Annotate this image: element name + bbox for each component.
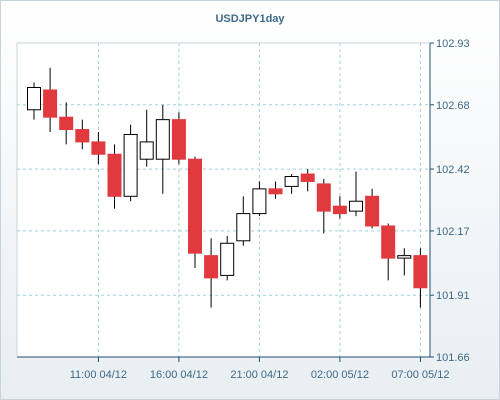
axes (16, 42, 434, 362)
plot-area (17, 43, 430, 357)
bull-candle (27, 87, 41, 111)
bear-candle (365, 195, 380, 227)
y-tick-labels: 102.93 102.68 102.42 102.17 101.91 101.66 (436, 38, 470, 364)
bear-candle (91, 141, 106, 155)
bull-candle (252, 188, 267, 215)
bear-candle (107, 153, 122, 197)
bear-candle (188, 158, 202, 254)
bear-candle (413, 255, 428, 289)
bear-candle (171, 119, 186, 160)
bear-candle (59, 116, 74, 131)
bull-candle (139, 141, 154, 160)
bear-candle (268, 188, 283, 195)
y-tick-label: 102.42 (436, 164, 470, 176)
bull-candle (123, 133, 138, 197)
bull-candle (220, 242, 235, 276)
bear-candle (381, 225, 396, 259)
bull-candle (349, 200, 363, 212)
bear-candle (43, 89, 58, 118)
y-tick-label: 102.93 (436, 38, 470, 50)
bull-candle (236, 213, 251, 242)
x-tick-label: 11:00 04/12 (70, 369, 127, 381)
bull-candle (284, 176, 299, 187)
y-tick-label: 101.66 (436, 352, 470, 364)
chart-title: USDJPY1day (215, 13, 285, 25)
x-tick-label: 07:00 05/12 (391, 369, 449, 381)
bear-candle (75, 129, 90, 143)
bull-candle (155, 119, 170, 160)
x-tick-label: 16:00 04/12 (150, 369, 208, 381)
candle-bodies (27, 87, 428, 289)
x-tick-label: 02:00 05/12 (311, 369, 369, 381)
y-tick-label: 101.91 (436, 290, 470, 302)
y-tick-label: 102.17 (436, 226, 470, 238)
bear-candle (332, 205, 347, 215)
y-tick-label: 102.68 (436, 100, 470, 112)
bull-candle (397, 255, 412, 259)
bear-candle (316, 183, 331, 212)
x-tick-label: 21:00 04/12 (230, 369, 288, 381)
bear-candle (204, 255, 219, 279)
x-tick-labels: 11:00 04/12 16:00 04/12 21:00 04/12 02:00 0… (70, 369, 450, 381)
bear-candle (300, 173, 315, 182)
